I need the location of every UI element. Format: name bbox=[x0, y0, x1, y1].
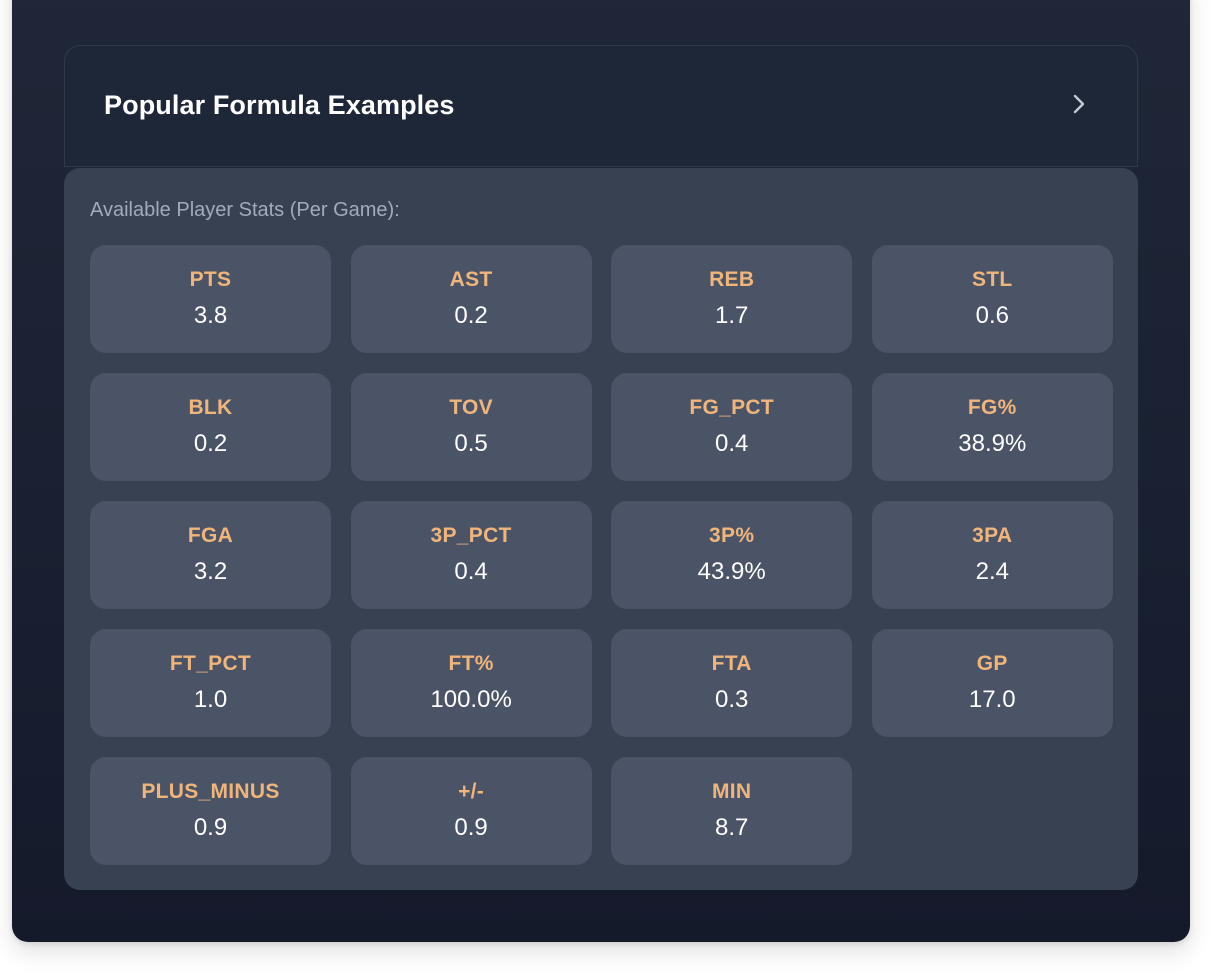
stat-card[interactable]: FT_PCT 1.0 bbox=[90, 629, 331, 737]
stat-card[interactable]: BLK 0.2 bbox=[90, 373, 331, 481]
stat-card[interactable]: 3P_PCT 0.4 bbox=[350, 501, 592, 609]
formula-panel: Popular Formula Examples Available Playe… bbox=[12, 0, 1190, 942]
stat-card[interactable]: FG_PCT 0.4 bbox=[611, 373, 853, 481]
stat-name: FG% bbox=[967, 396, 1017, 419]
stat-name: +/- bbox=[458, 780, 485, 803]
available-stats-section: Available Player Stats (Per Game): PTS 3… bbox=[64, 168, 1138, 890]
stat-value: 2.4 bbox=[975, 558, 1009, 585]
stat-card[interactable]: STL 0.6 bbox=[871, 245, 1113, 353]
stat-value: 0.5 bbox=[454, 430, 488, 457]
stat-value: 8.7 bbox=[715, 814, 749, 841]
stat-card[interactable]: FTA 0.3 bbox=[611, 629, 853, 737]
stat-card[interactable]: FG% 38.9% bbox=[871, 373, 1113, 481]
stat-card[interactable]: REB 1.7 bbox=[611, 245, 853, 353]
stat-name: FT_PCT bbox=[169, 652, 252, 675]
chevron-right-icon bbox=[1073, 94, 1085, 114]
stat-card[interactable]: PTS 3.8 bbox=[90, 245, 331, 353]
stat-value: 0.9 bbox=[454, 814, 488, 841]
stat-name: MIN bbox=[711, 780, 752, 803]
stat-value: 0.9 bbox=[193, 814, 228, 841]
stat-value: 0.3 bbox=[715, 686, 749, 713]
stat-name: 3PA bbox=[972, 524, 1013, 547]
stat-value: 3.8 bbox=[193, 302, 228, 329]
stat-value: 0.4 bbox=[454, 558, 488, 585]
stat-name: FG_PCT bbox=[689, 396, 775, 419]
accordion-title: Popular Formula Examples bbox=[104, 90, 455, 120]
stat-name: FTA bbox=[711, 652, 752, 675]
stats-label: Available Player Stats (Per Game): bbox=[90, 199, 400, 221]
stat-card[interactable]: GP 17.0 bbox=[871, 629, 1113, 737]
stat-name: PTS bbox=[189, 268, 232, 291]
stat-name: STL bbox=[972, 268, 1013, 291]
stat-name: GP bbox=[976, 652, 1008, 675]
stat-card[interactable]: PLUS_MINUS 0.9 bbox=[90, 757, 331, 865]
stat-value: 0.2 bbox=[193, 430, 228, 457]
stat-name: BLK bbox=[188, 396, 233, 419]
stat-card[interactable]: 3P% 43.9% bbox=[611, 501, 853, 609]
stat-value: 1.0 bbox=[193, 686, 228, 713]
stat-value: 0.6 bbox=[975, 302, 1009, 329]
stat-card[interactable]: FGA 3.2 bbox=[90, 501, 331, 609]
stat-name: FT% bbox=[448, 652, 494, 675]
stat-value: 0.2 bbox=[454, 302, 488, 329]
stat-value: 0.4 bbox=[715, 430, 749, 457]
stat-card[interactable]: TOV 0.5 bbox=[350, 373, 592, 481]
stat-card[interactable]: FT% 100.0% bbox=[350, 629, 592, 737]
stats-grid: PTS 3.8 AST 0.2 REB 1.7 STL 0.6 BLK 0.2 … bbox=[90, 245, 1113, 865]
stat-name: REB bbox=[709, 268, 755, 291]
stat-name: 3P% bbox=[709, 524, 755, 547]
stat-value: 100.0% bbox=[430, 686, 512, 713]
popular-formula-examples-toggle[interactable]: Popular Formula Examples bbox=[64, 45, 1138, 167]
stat-card[interactable]: MIN 8.7 bbox=[611, 757, 853, 865]
stat-value: 17.0 bbox=[968, 686, 1016, 713]
stat-card[interactable]: 3PA 2.4 bbox=[871, 501, 1113, 609]
stat-value: 1.7 bbox=[715, 302, 749, 329]
stat-value: 38.9% bbox=[958, 430, 1027, 457]
stat-card[interactable]: +/- 0.9 bbox=[350, 757, 592, 865]
stat-name: TOV bbox=[449, 396, 493, 419]
stat-name: 3P_PCT bbox=[430, 524, 512, 547]
stat-value: 3.2 bbox=[193, 558, 228, 585]
stat-name: PLUS_MINUS bbox=[141, 780, 280, 803]
stat-name: FGA bbox=[187, 524, 234, 547]
stat-value: 43.9% bbox=[697, 558, 766, 585]
stat-card[interactable]: AST 0.2 bbox=[350, 245, 592, 353]
stat-name: AST bbox=[449, 268, 493, 291]
